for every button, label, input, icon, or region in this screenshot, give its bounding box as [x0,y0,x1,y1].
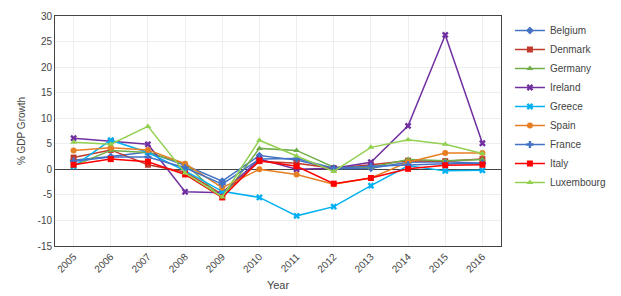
svg-text:France: France [550,139,582,150]
svg-text:-10: -10 [38,215,53,226]
svg-text:Greece: Greece [550,101,583,112]
svg-text:% GDP Growth: % GDP Growth [16,97,27,165]
svg-text:0: 0 [46,164,52,175]
svg-text:30: 30 [41,11,53,22]
svg-text:2013: 2013 [352,251,376,275]
svg-text:20: 20 [41,62,53,73]
svg-text:10: 10 [41,113,53,124]
svg-text:2014: 2014 [390,251,414,275]
svg-text:25: 25 [41,36,53,47]
svg-text:2016: 2016 [464,251,488,275]
svg-text:2005: 2005 [55,251,79,275]
svg-text:Belgium: Belgium [550,25,586,36]
svg-text:-5: -5 [43,189,52,200]
svg-text:2007: 2007 [129,251,153,275]
svg-text:Spain: Spain [550,120,576,131]
svg-text:2012: 2012 [315,251,339,275]
svg-text:2011: 2011 [279,251,302,274]
svg-text:Germany: Germany [550,63,591,74]
svg-text:2008: 2008 [167,251,191,275]
svg-text:5: 5 [46,138,52,149]
svg-text:2009: 2009 [204,251,228,275]
svg-text:Italy: Italy [550,158,568,169]
svg-text:2015: 2015 [427,251,451,275]
svg-text:Year: Year [267,279,290,291]
svg-text:-15: -15 [38,241,53,252]
svg-text:2010: 2010 [241,251,265,275]
svg-text:15: 15 [41,87,53,98]
svg-text:Ireland: Ireland [550,82,581,93]
svg-text:Denmark: Denmark [550,44,592,55]
svg-text:2006: 2006 [92,251,116,275]
svg-text:Luxembourg: Luxembourg [550,177,606,188]
